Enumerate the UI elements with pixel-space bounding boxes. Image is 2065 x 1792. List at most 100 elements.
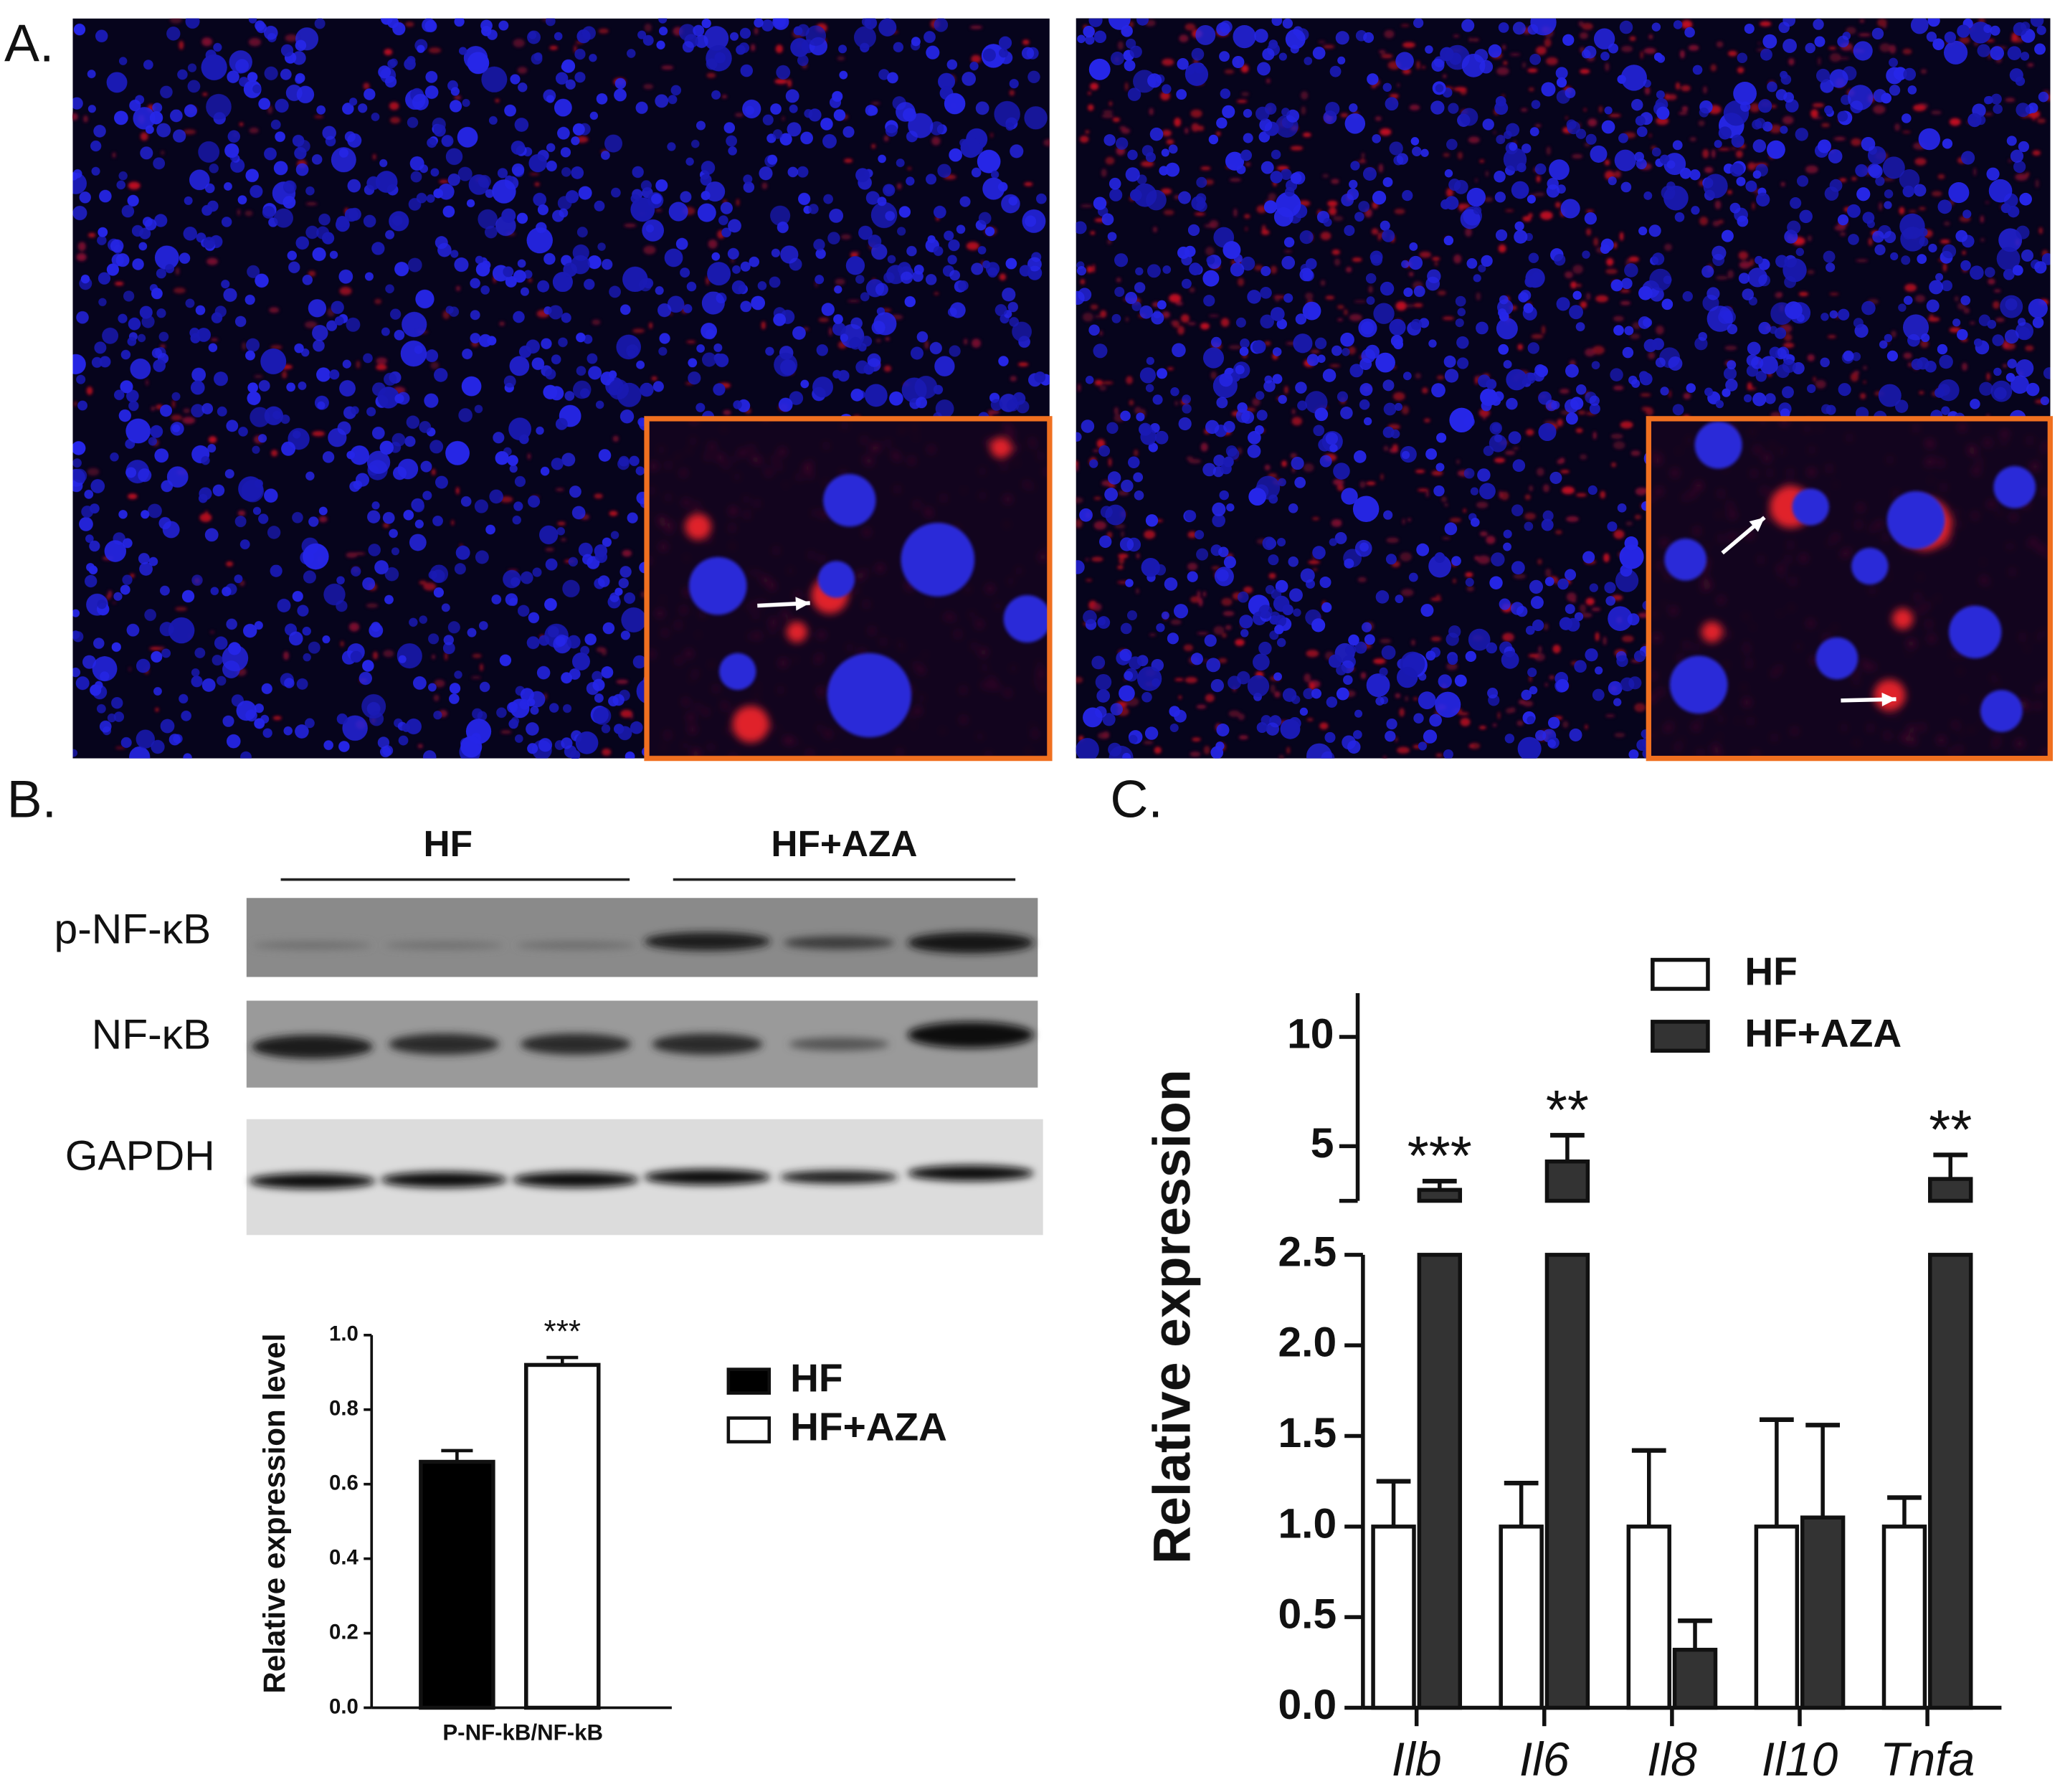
red-speck (1780, 449, 1784, 453)
nucleus (1468, 628, 1491, 651)
nucleus (435, 475, 448, 489)
red-speck (751, 455, 759, 463)
red-speck (1476, 292, 1481, 301)
nucleus (833, 314, 843, 324)
red-speck (952, 617, 956, 621)
red-speck (1005, 689, 1012, 696)
nucleus (313, 339, 325, 352)
red-speck (876, 564, 884, 572)
red-speck (1610, 433, 1623, 439)
red-speck (1580, 300, 1587, 308)
nucleus (1081, 419, 1095, 433)
nucleus (610, 531, 620, 539)
red-speck (1252, 398, 1261, 407)
nucleus (990, 170, 1000, 179)
nucleus (1574, 612, 1584, 622)
nucleus (1512, 22, 1526, 35)
red-speck (1221, 632, 1227, 638)
nucleus (569, 485, 581, 498)
nucleus (441, 135, 454, 147)
red-speck (1494, 458, 1506, 463)
red-speck (1162, 129, 1172, 137)
nucleus (1258, 641, 1272, 655)
red-speck (179, 40, 184, 50)
nucleus (187, 80, 201, 93)
nucleus (1560, 199, 1580, 219)
nucleus (1565, 364, 1579, 378)
red-speck (1174, 678, 1185, 681)
nucleus (572, 380, 592, 399)
nucleus (433, 124, 446, 137)
nucleus (1899, 169, 1920, 190)
nucleus (1282, 18, 1293, 29)
red-speck (1290, 452, 1297, 459)
nucleus (2021, 249, 2034, 262)
red-speck (1853, 370, 1860, 375)
nucleus (454, 670, 462, 679)
red-speck (918, 667, 925, 674)
nucleus (136, 729, 155, 749)
red-speck (908, 458, 915, 464)
red-speck (1861, 659, 1866, 665)
nucleus (1926, 32, 1937, 42)
red-speck (1200, 323, 1210, 330)
nucleus (2020, 22, 2031, 32)
nucleus (1884, 201, 1892, 209)
nucleus (194, 648, 206, 658)
nucleus (1886, 350, 1899, 361)
red-speck (788, 569, 792, 573)
red-speck (1917, 607, 1924, 613)
red-speck (1498, 244, 1506, 253)
nucleus (568, 556, 579, 567)
nucleus (72, 354, 86, 374)
nucleus (138, 553, 150, 565)
nucleus (858, 225, 873, 240)
red-speck (1727, 270, 1734, 279)
nucleus (495, 451, 509, 465)
red-speck (778, 447, 787, 456)
nucleus (526, 722, 539, 736)
red-speck (1311, 516, 1320, 521)
nucleus (1433, 485, 1445, 497)
nucleus (447, 621, 460, 634)
nucleus (1195, 24, 1216, 45)
nucleus (1583, 45, 1597, 59)
red-speck (775, 44, 783, 54)
nucleus (139, 305, 153, 319)
red-speck (817, 687, 825, 695)
red-speck (1101, 113, 1114, 118)
nucleus (1354, 539, 1372, 557)
nucleus (1273, 207, 1293, 227)
red-speck (419, 580, 427, 585)
nucleus (520, 571, 533, 584)
red-speck (722, 427, 726, 431)
red-speck (612, 435, 620, 442)
nucleus (1149, 127, 1164, 141)
nucleus (1514, 229, 1528, 244)
nucleus (797, 166, 809, 178)
nucleus (1349, 364, 1364, 378)
nucleus (394, 329, 405, 341)
nucleus (1335, 31, 1349, 45)
red-speck (1099, 385, 1107, 391)
red-speck (1402, 518, 1405, 525)
red-speck (1833, 136, 1846, 141)
red-speck (534, 182, 540, 186)
nucleus (457, 166, 473, 181)
nucleus (1686, 383, 1696, 393)
nucleus (1273, 672, 1282, 681)
nucleus (207, 444, 217, 453)
nucleus (1205, 419, 1220, 435)
nucleus (2010, 149, 2024, 163)
red-speck (753, 612, 759, 618)
nucleus (629, 455, 640, 466)
nucleus (720, 202, 733, 214)
nucleus (238, 476, 264, 502)
red-speck (1343, 309, 1348, 316)
red-speck (1806, 270, 1815, 275)
red-speck (1043, 138, 1050, 146)
nucleus (1460, 108, 1478, 126)
red-speck (1503, 61, 1508, 65)
red-speck (1943, 221, 1950, 226)
